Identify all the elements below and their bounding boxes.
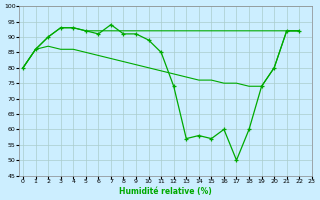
X-axis label: Humidité relative (%): Humidité relative (%) (119, 187, 212, 196)
